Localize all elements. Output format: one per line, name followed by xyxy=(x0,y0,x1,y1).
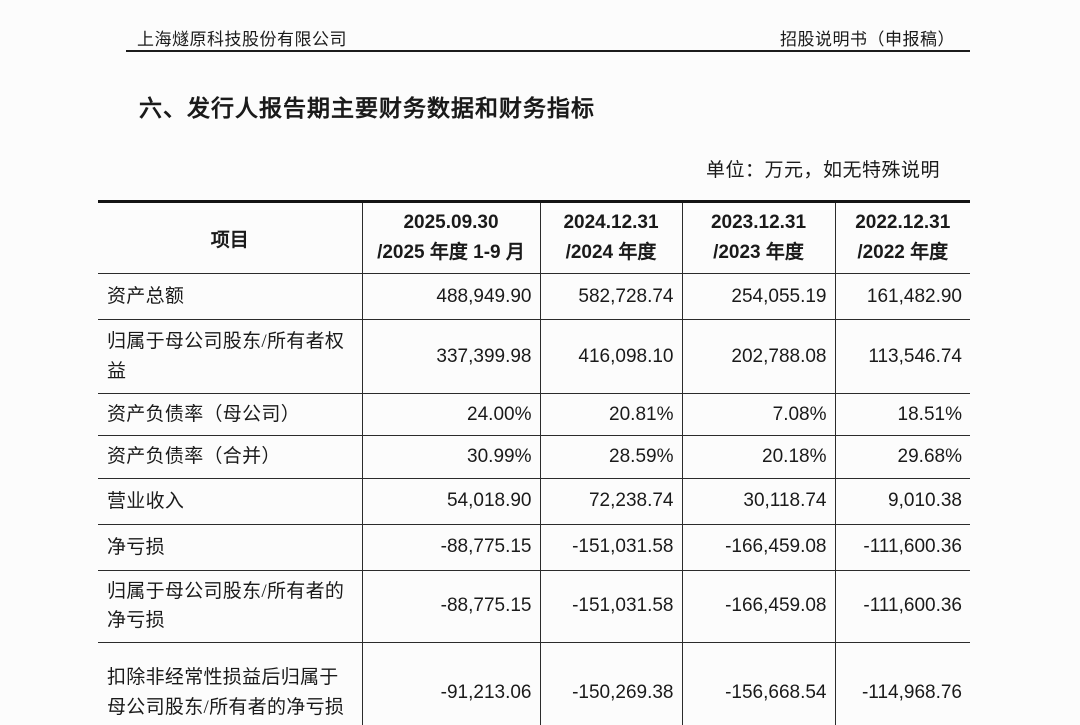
cell-value: -91,213.06 xyxy=(361,642,540,725)
cell-value: 54,018.90 xyxy=(361,478,540,525)
row-label: 归属于母公司股东/所有者的净亏损 xyxy=(98,570,362,643)
cell-value: -151,031.58 xyxy=(539,570,682,643)
cell-value: -166,459.08 xyxy=(681,570,835,643)
cell-value: 337,399.98 xyxy=(361,319,540,394)
cell-value: 7.08% xyxy=(681,393,835,437)
doc-type-label: 招股说明书（申报稿） xyxy=(780,30,955,49)
row-label: 归属于母公司股东/所有者权益 xyxy=(98,319,362,394)
cell-value: 72,238.74 xyxy=(539,478,682,525)
column-period: /2023 年度 xyxy=(713,242,804,263)
column-header-2022: 2022.12.31 /2022 年度 xyxy=(834,201,970,274)
financial-data-table: 项目 2025.09.30 /2025 年度 1-9 月 2024.12.31 … xyxy=(98,200,970,725)
cell-value: 161,482.90 xyxy=(834,273,970,320)
row-label: 扣除非经常性损益后归属于母公司股东/所有者的净亏损 xyxy=(107,667,345,718)
cell-value: 29.68% xyxy=(834,435,970,479)
cell-value: -111,600.36 xyxy=(834,570,970,643)
cell-value: -111,600.36 xyxy=(834,524,970,571)
row-label: 营业收入 xyxy=(98,478,362,525)
column-date: 2024.12.31 xyxy=(563,211,659,233)
row-label: 资产总额 xyxy=(98,273,362,320)
table-row-net-loss: 净亏损 -88,775.15 -151,031.58 -166,459.08 -… xyxy=(98,524,970,571)
row-label: 净亏损 xyxy=(98,524,362,571)
cell-value: -88,775.15 xyxy=(361,570,540,643)
cell-value: -166,459.08 xyxy=(681,524,835,571)
cell-value: 113,546.74 xyxy=(834,319,970,394)
cell-value: -150,269.38 xyxy=(539,642,682,725)
column-period: /2024 年度 xyxy=(565,242,657,263)
cell-value: 202,788.08 xyxy=(681,319,835,394)
cell-value: 18.51% xyxy=(834,393,970,437)
section-title: 六、发行人报告期主要财务数据和财务指标 xyxy=(139,95,595,121)
column-date: 2025.09.30 xyxy=(403,211,499,233)
table-row-net-loss-excl-nonrecurring: 扣除非经常性损益后归属于母公司股东/所有者的净亏损 -91,213.06 -15… xyxy=(98,642,970,725)
column-header-item: 项目 xyxy=(98,201,362,274)
column-date: 2022.12.31 xyxy=(855,211,951,233)
cell-value: 488,949.90 xyxy=(361,273,540,320)
column-header-2025: 2025.09.30 /2025 年度 1-9 月 xyxy=(361,201,540,274)
cell-value: 582,728.74 xyxy=(539,273,682,320)
cell-value: 30.99% xyxy=(361,435,540,479)
company-name: 上海燧原科技股份有限公司 xyxy=(137,30,347,49)
cell-value: 28.59% xyxy=(539,435,682,479)
table-row-total-assets: 资产总额 488,949.90 582,728.74 254,055.19 16… xyxy=(98,273,970,320)
column-header-2023: 2023.12.31 /2023 年度 xyxy=(681,201,835,274)
table-row-debt-ratio-parent: 资产负债率（母公司） 24.00% 20.81% 7.08% 18.51% xyxy=(98,393,970,437)
cell-value: 254,055.19 xyxy=(681,273,835,320)
cell-value: 30,118.74 xyxy=(681,478,835,525)
cell-value: -114,968.76 xyxy=(834,642,970,725)
cell-value: 9,010.38 xyxy=(834,478,970,525)
column-date: 2023.12.31 xyxy=(710,211,807,233)
header-rule xyxy=(126,50,970,52)
cell-value: 416,098.10 xyxy=(539,319,682,394)
table-header-row: 项目 2025.09.30 /2025 年度 1-9 月 2024.12.31 … xyxy=(98,201,970,274)
column-period: /2025 年度 1-9 月 xyxy=(377,242,525,263)
table-row-revenue: 营业收入 54,018.90 72,238.74 30,118.74 9,010… xyxy=(98,478,970,525)
cell-value: -88,775.15 xyxy=(361,524,540,571)
row-label: 资产负债率（母公司） xyxy=(98,393,362,437)
column-header-2024: 2024.12.31 /2024 年度 xyxy=(539,201,682,274)
table-row-net-loss-parent: 归属于母公司股东/所有者的净亏损 -88,775.15 -151,031.58 … xyxy=(98,570,970,643)
row-label: 资产负债率（合并） xyxy=(98,435,362,479)
cell-value: 20.81% xyxy=(539,393,682,437)
cell-value: -151,031.58 xyxy=(539,524,682,571)
cell-value: -156,668.54 xyxy=(681,642,835,725)
table-row-parent-equity: 归属于母公司股东/所有者权益 337,399.98 416,098.10 202… xyxy=(98,319,970,394)
column-period: /2022 年度 xyxy=(857,242,949,263)
unit-note: 单位：万元，如无特殊说明 xyxy=(705,160,940,181)
cell-value: 24.00% xyxy=(361,393,540,437)
cell-value: 20.18% xyxy=(681,435,835,479)
table-row-debt-ratio-consolidated: 资产负债率（合并） 30.99% 28.59% 20.18% 29.68% xyxy=(98,435,970,479)
